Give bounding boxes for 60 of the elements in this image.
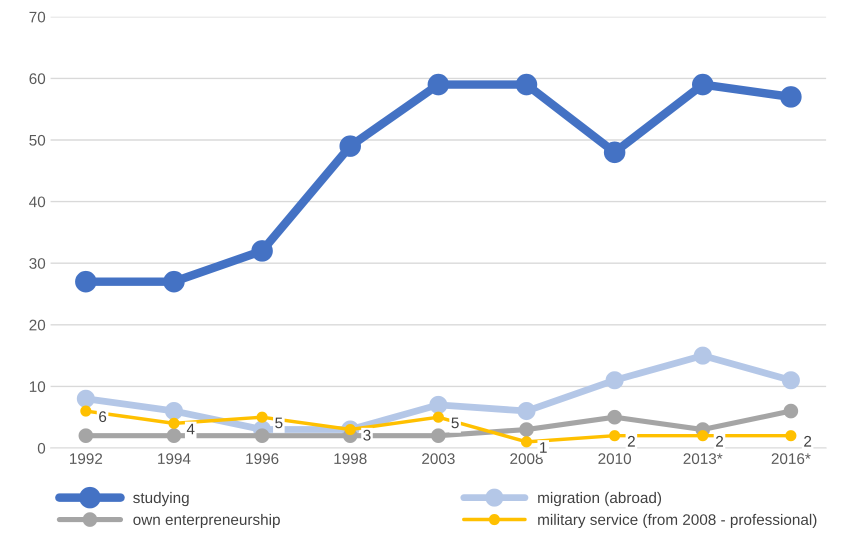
point <box>520 436 532 448</box>
data-label: 2 <box>628 436 635 447</box>
point <box>78 428 94 443</box>
point <box>428 74 450 96</box>
legend-label: own enterpreneurship <box>133 514 280 528</box>
point <box>339 135 361 157</box>
y-tick-label: 40 <box>29 196 46 208</box>
x-tick-label: 2003 <box>422 453 455 464</box>
point <box>606 371 624 390</box>
legend-label: military service (from 2008 - professional) <box>538 514 816 528</box>
point <box>780 86 802 108</box>
y-tick-label: 70 <box>30 12 46 22</box>
x-tick-label: 1996 <box>246 453 278 464</box>
y-tick-label: 30 <box>29 258 46 269</box>
x-tick-label: 1998 <box>334 453 367 464</box>
y-tick-label: 60 <box>30 73 46 84</box>
data-label: 2 <box>716 436 723 447</box>
x-tick-label: 2013* <box>684 453 722 464</box>
x-tick-label: 1994 <box>158 453 191 464</box>
point <box>251 240 273 262</box>
legend-label: migration (abroad) <box>538 492 662 506</box>
data-label: 5 <box>451 418 459 428</box>
legend-label: studying <box>133 492 189 506</box>
point <box>168 418 180 429</box>
point <box>163 270 185 292</box>
data-label: 5 <box>275 418 282 428</box>
point <box>784 404 798 418</box>
point <box>604 142 626 164</box>
point <box>607 410 622 424</box>
point <box>694 346 712 365</box>
data-label: 2 <box>804 436 812 447</box>
point <box>692 74 714 96</box>
point <box>516 74 538 96</box>
y-tick-label: 20 <box>29 320 46 330</box>
point <box>697 430 708 442</box>
point <box>256 412 268 423</box>
point <box>431 428 446 443</box>
point <box>609 430 620 442</box>
point <box>519 422 534 437</box>
x-tick-label: 1992 <box>70 453 102 464</box>
data-label: 6 <box>99 411 106 422</box>
x-tick-label: 2016* <box>772 453 811 464</box>
data-label: 1 <box>540 442 547 453</box>
point <box>432 412 444 423</box>
y-tick-label: 10 <box>30 381 46 392</box>
x-tick-label: 2010 <box>598 453 632 464</box>
point <box>254 428 270 443</box>
point <box>76 390 95 408</box>
point <box>785 430 796 442</box>
point <box>80 405 92 417</box>
point <box>164 402 183 420</box>
data-label: 4 <box>186 424 195 434</box>
y-tick-label: 0 <box>38 442 46 454</box>
point <box>166 428 182 443</box>
point <box>517 402 536 420</box>
point <box>429 396 448 414</box>
point <box>782 371 800 390</box>
point <box>75 270 97 292</box>
y-tick-label: 50 <box>29 134 46 146</box>
data-label: 3 <box>363 430 371 441</box>
